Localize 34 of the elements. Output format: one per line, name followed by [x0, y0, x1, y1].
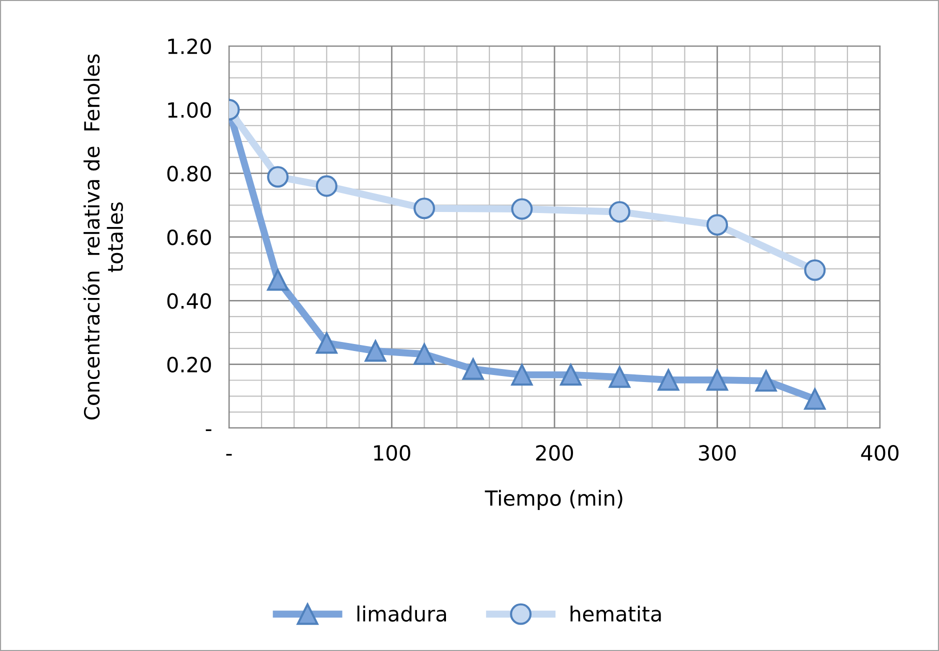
x-tick-label: 100	[374, 445, 410, 461]
y-tick-label: 1.20	[168, 38, 211, 54]
x-tick-label: 300	[698, 445, 736, 461]
point	[511, 198, 533, 220]
point	[608, 366, 630, 388]
point	[560, 364, 582, 386]
point	[364, 340, 386, 362]
point	[755, 370, 777, 392]
point	[462, 358, 484, 380]
point	[316, 175, 338, 197]
point	[414, 198, 436, 220]
point	[414, 343, 436, 365]
y-tick-label: 1.00	[168, 102, 211, 118]
point	[658, 369, 680, 391]
y-tick-label: 0.20	[167, 356, 211, 373]
legend-label: limadura	[357, 606, 446, 622]
y-tick-label: 0.60	[167, 229, 211, 246]
point	[706, 369, 728, 391]
x-axis-title: Tiempo (min)	[484, 490, 622, 510]
x-tick-label: 400	[861, 445, 898, 461]
point	[804, 259, 826, 281]
point	[316, 332, 338, 354]
point	[608, 201, 630, 223]
point	[511, 364, 533, 386]
point	[267, 166, 289, 188]
y-tick-label: 0.40	[167, 293, 211, 309]
y-tick-label: -	[206, 429, 212, 432]
point	[706, 214, 728, 236]
legend-label: hematita	[570, 606, 661, 622]
y-axis-title: Concentración relativa de Fenoles totales	[82, 54, 124, 420]
point	[804, 388, 826, 410]
point	[267, 269, 289, 291]
y-tick-label: 0.80	[167, 166, 211, 182]
x-tick-label: 200	[536, 445, 573, 461]
